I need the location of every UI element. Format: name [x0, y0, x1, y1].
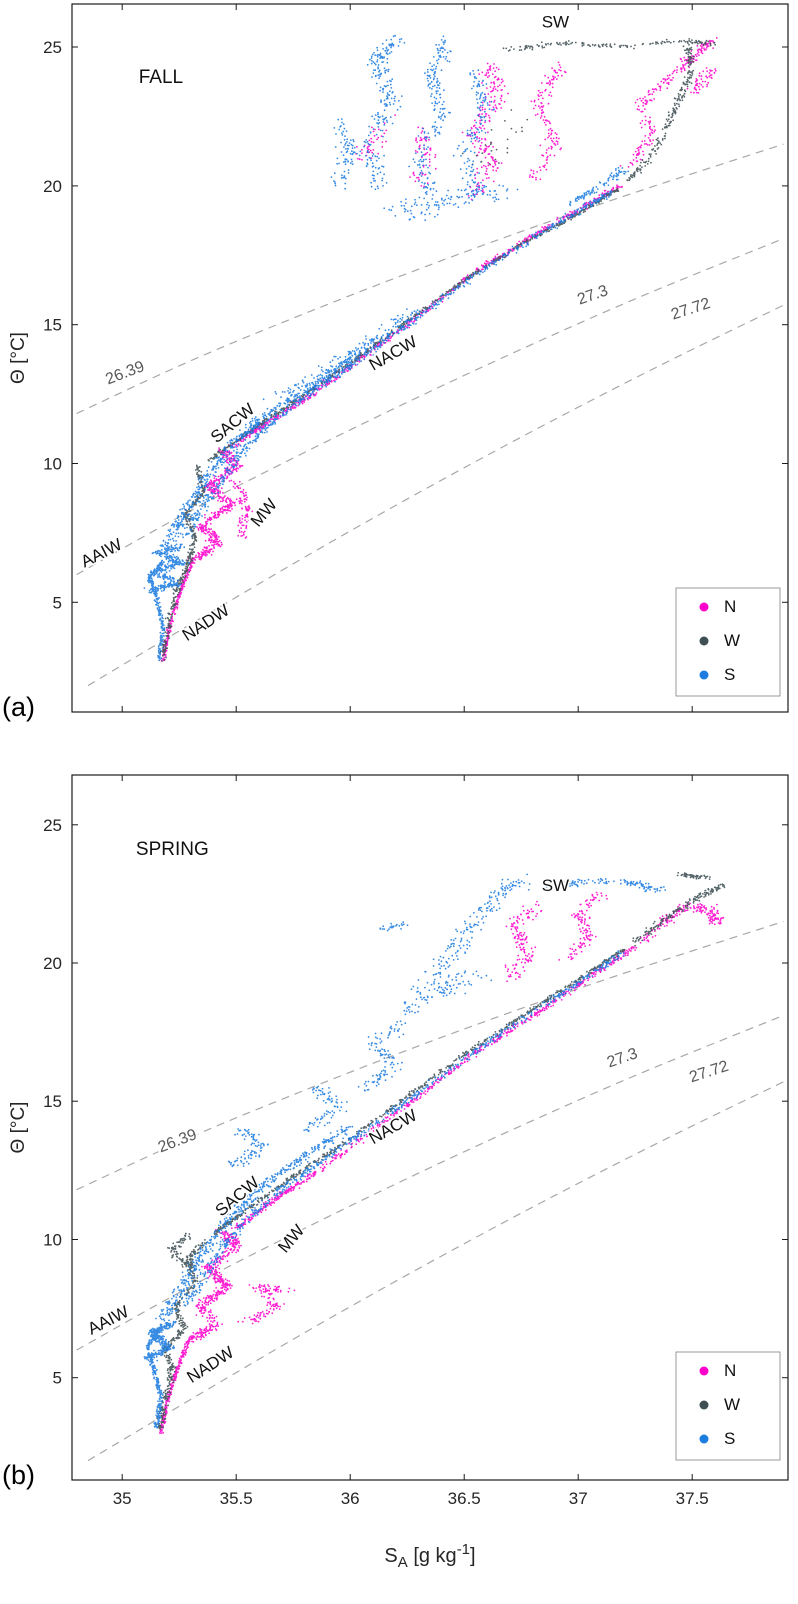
panel-letter-b: (b) — [2, 1460, 35, 1490]
legend-label-S: S — [724, 665, 735, 684]
y-tick-label: 10 — [43, 1230, 62, 1249]
y-tick-label: 25 — [43, 816, 62, 835]
legend-box — [675, 1351, 781, 1461]
axes-ticks-a — [72, 4, 788, 712]
isopycnal-27.72 — [87, 1081, 784, 1462]
axes-ticks-b — [72, 775, 788, 1480]
y-tick-label: 5 — [53, 593, 62, 612]
x-tick-label: 37 — [569, 1489, 588, 1508]
x-axis-label: SA [g kg-1] — [384, 1541, 475, 1571]
axes-box-a — [71, 3, 789, 713]
water-mass-label-SW: SW — [542, 13, 569, 32]
legend-label-W: W — [724, 631, 740, 650]
legend-marker-W — [699, 1400, 709, 1410]
legend-marker-W — [699, 636, 709, 646]
y-tick-label: 10 — [43, 455, 62, 474]
isopycnal-27.72 — [87, 304, 784, 687]
y-tick-label: 5 — [53, 1369, 62, 1388]
legend-label-N: N — [724, 1361, 736, 1380]
water-mass-label-SW: SW — [542, 876, 569, 895]
y-tick-label: 20 — [43, 954, 62, 973]
isopycnal-26.39 — [76, 920, 784, 1191]
scatter-series-S-b — [143, 873, 667, 1429]
panel-letter-a: (a) — [2, 692, 35, 722]
legend-label-S: S — [724, 1429, 735, 1448]
season-label-a: FALL — [139, 67, 183, 88]
scatter-series-S-a — [143, 34, 630, 662]
y-axis-label-b: Θ [°C] — [8, 1102, 29, 1154]
plot-area-a — [76, 34, 784, 687]
x-tick-label: 37.5 — [676, 1489, 709, 1508]
legend-marker-N — [699, 1366, 709, 1376]
legend-marker-S — [699, 1434, 709, 1444]
x-tick-label: 36.5 — [448, 1489, 481, 1508]
isopycnal-26.39 — [76, 143, 784, 415]
legend-marker-N — [699, 602, 709, 612]
legend-marker-S — [699, 670, 709, 680]
plot-area-b — [76, 871, 784, 1462]
y-axis-label-a: Θ [°C] — [8, 332, 29, 384]
scatter-series-N-a — [160, 37, 718, 662]
season-label-b: SPRING — [136, 839, 209, 860]
y-tick-label: 25 — [43, 38, 62, 57]
y-tick-label: 20 — [43, 177, 62, 196]
isopycnal-27.3 — [76, 1014, 784, 1351]
legend-label-N: N — [724, 597, 736, 616]
x-tick-label: 36 — [341, 1489, 360, 1508]
legend-label-W: W — [724, 1395, 740, 1414]
legend-box — [675, 587, 781, 697]
axes-box-b — [71, 774, 789, 1481]
y-tick-label: 15 — [43, 316, 62, 335]
x-tick-label: 35.5 — [220, 1489, 253, 1508]
legend-a: NWS — [675, 587, 781, 697]
y-tick-label: 15 — [43, 1092, 62, 1111]
legend-b: NWS — [675, 1351, 781, 1461]
x-tick-label: 35 — [113, 1489, 132, 1508]
